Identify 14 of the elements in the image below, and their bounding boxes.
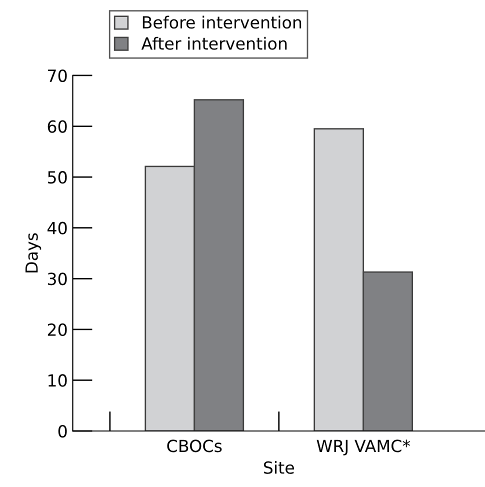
y-tick-label: 60 <box>48 120 67 133</box>
x-tick-label: WRJ VAMC* <box>316 440 410 456</box>
legend-label: Before intervention <box>142 16 302 29</box>
y-tick-label: 30 <box>48 272 67 286</box>
legend-label: After intervention <box>141 36 287 50</box>
y-tick-label: 50 <box>48 171 67 184</box>
y-tick-label: 10 <box>48 374 67 387</box>
y-tick-label: 20 <box>48 323 67 336</box>
x-tick-label: CBOCs <box>167 440 222 452</box>
y-tick-label: 40 <box>47 222 67 234</box>
y-axis-title: Days <box>26 233 42 272</box>
y-tick-label: 0 <box>58 424 67 438</box>
y-tick-label: 70 <box>48 69 67 82</box>
x-axis-title: Site <box>264 461 294 474</box>
